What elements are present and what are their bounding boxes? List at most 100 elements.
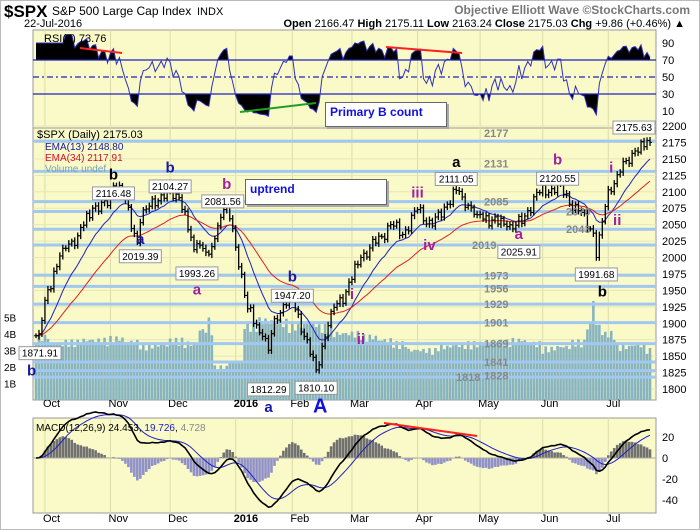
price-label: 2019.39 <box>122 252 159 263</box>
wave-label: a <box>515 226 524 243</box>
macd-histogram-bar <box>606 455 610 458</box>
price-label-group: 2116.48 <box>91 186 135 201</box>
price-label-box <box>574 267 618 282</box>
price-tick-label: 1950 <box>662 285 686 297</box>
rsi-divergence-line <box>79 47 123 54</box>
volume-bar <box>201 329 205 400</box>
macd-histogram-bar <box>246 458 249 479</box>
macd-histogram-bar <box>383 448 387 458</box>
macd-histogram-bar <box>174 458 178 460</box>
macd-histogram-bar <box>410 458 413 460</box>
quote-line: Open 2166.47 High 2175.11 Low 2163.24 Cl… <box>283 18 685 30</box>
macd-histogram-bar <box>347 436 351 458</box>
volume-bar <box>270 320 273 400</box>
volume-bar <box>288 333 291 400</box>
volume-bar <box>344 333 348 400</box>
macd-tick-label: -20 <box>662 474 678 486</box>
macd-histogram-bar <box>320 458 324 462</box>
macd-histogram-bar <box>359 435 363 458</box>
price-label: 2111.05 <box>439 174 474 185</box>
volume-bar <box>258 317 261 400</box>
wave-label-group: a <box>452 154 461 171</box>
volume-bar <box>207 317 211 400</box>
wave-label-group: iii <box>411 184 424 201</box>
macd-histogram-bar <box>162 458 166 461</box>
volume-bar <box>544 346 547 400</box>
volume-bar <box>183 348 187 400</box>
price-label-box <box>246 382 290 397</box>
volume-bar <box>535 347 539 400</box>
volume-bar <box>463 349 467 400</box>
macd-histogram-bar <box>159 458 163 462</box>
macd-histogram-bar <box>645 447 649 458</box>
fib-level-label: 1841 <box>484 357 508 369</box>
macd-line <box>35 411 651 509</box>
macd-histogram-bar <box>183 458 187 466</box>
macd-histogram-bar <box>612 448 616 458</box>
macd-histogram-bar <box>273 458 276 466</box>
macd-histogram-bar <box>124 458 127 464</box>
wave-label: b <box>288 268 297 285</box>
volume-bar <box>586 329 589 400</box>
macd-histogram-bar <box>156 458 160 464</box>
macd-histogram-bar <box>592 458 595 471</box>
price-label-box <box>18 346 62 361</box>
x-tick-label: 2016 <box>234 513 258 525</box>
price-tick-label: 2175 <box>662 137 686 149</box>
macd-histogram-bar <box>368 439 372 458</box>
volume-bar <box>618 350 622 400</box>
macd-histogram-bar <box>583 458 586 467</box>
macd-histogram-bar <box>58 437 62 458</box>
fib-level-label-group: 2043 <box>566 224 590 236</box>
macd-histogram-bar <box>88 448 91 458</box>
ema34-line <box>35 180 651 337</box>
fib-level-label: 2131 <box>484 158 508 170</box>
fib-level-label-group: 2019 <box>472 240 496 252</box>
price-label-group: 2019.39 <box>118 249 162 264</box>
volume-bar <box>294 330 297 400</box>
macd-histogram-bar <box>544 449 547 458</box>
wave-label: a <box>193 281 202 298</box>
macd-histogram-bar <box>219 456 223 458</box>
volume-bar <box>374 335 378 400</box>
volume-bar <box>389 338 392 400</box>
price-label-group: 1812.29 <box>246 382 290 397</box>
volume-bar <box>368 334 372 400</box>
rsi-oversold-fill <box>36 94 650 117</box>
fib-level-label: 1818 <box>456 372 480 384</box>
macd-histogram-bar <box>255 458 258 483</box>
volume-bar <box>568 349 571 400</box>
fib-level-label: 2043 <box>566 224 590 236</box>
chart-date: 22-Jul-2016 <box>24 18 82 30</box>
volume-bar <box>502 346 506 400</box>
macd-histogram-bar <box>532 453 536 458</box>
volume-bar <box>562 347 565 400</box>
volume-bar <box>559 347 562 400</box>
x-tick-label: Apr <box>416 513 433 525</box>
macd-tick-label: 20 <box>662 432 674 444</box>
volume-bar <box>440 344 443 400</box>
macd-histogram-bar <box>344 437 348 458</box>
price-tick-label: 2000 <box>662 253 686 265</box>
wave-label-group: A <box>313 395 327 417</box>
wave-label-group: ii <box>357 331 365 348</box>
rsi-tick-label: 10 <box>662 106 674 118</box>
index-name: S&P 500 Large Cap Index <box>52 4 191 18</box>
macd-histogram-bar <box>446 458 449 462</box>
macd-histogram-bar <box>505 458 509 466</box>
macd-histogram-bar <box>377 443 381 458</box>
wave-label: a <box>264 399 273 416</box>
rsi-tick-label: 30 <box>662 89 674 101</box>
rsi-legend: RSI(5) 73.76 <box>44 33 106 45</box>
wave-label-group: a <box>515 226 524 243</box>
wave-label-group: b <box>553 151 562 168</box>
macd-histogram-bar <box>404 458 407 461</box>
volume-bar <box>422 348 425 400</box>
macd-histogram-bar <box>240 458 243 468</box>
rsi-tick-label: 90 <box>662 38 674 50</box>
volume-bar <box>326 333 330 400</box>
volume-bar <box>451 345 455 400</box>
macd-histogram-bar <box>177 458 181 461</box>
macd-histogram-bar <box>291 442 294 458</box>
